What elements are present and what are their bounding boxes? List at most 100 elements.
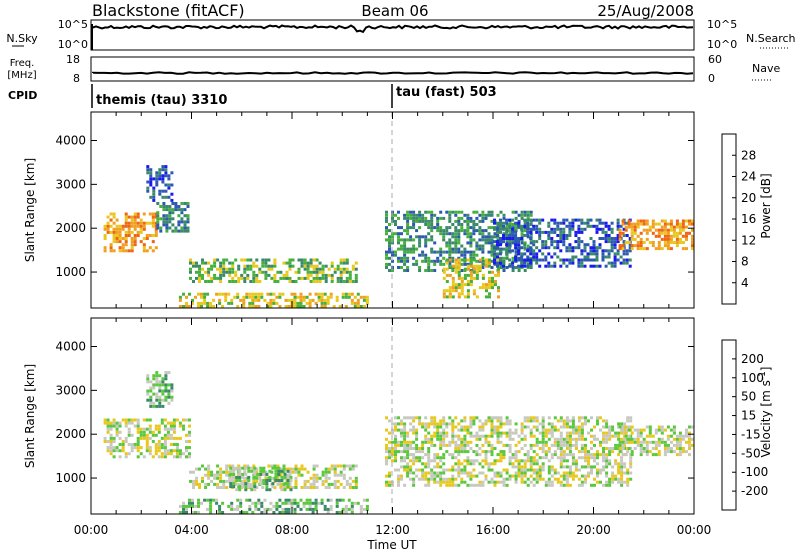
range-cell <box>160 446 164 450</box>
range-cell <box>520 459 524 463</box>
range-cell <box>623 437 627 441</box>
range-cell <box>547 447 551 450</box>
range-cell <box>626 477 630 481</box>
range-cell <box>216 276 220 280</box>
range-cell <box>264 261 268 265</box>
range-cell <box>463 468 467 472</box>
range-cell <box>636 443 640 447</box>
range-cell <box>439 210 443 214</box>
range-cell <box>541 456 545 460</box>
range-cell <box>391 422 394 426</box>
range-cell <box>278 295 282 299</box>
range-cell <box>136 424 140 428</box>
range-cell <box>400 422 403 426</box>
range-cell <box>639 428 643 432</box>
range-cell <box>160 452 164 456</box>
range-cell <box>556 234 560 237</box>
range-cell <box>294 476 298 480</box>
range-cell <box>400 456 403 460</box>
range-cell <box>106 215 110 219</box>
range-cell <box>185 440 188 443</box>
range-cell <box>651 434 655 438</box>
range-cell <box>163 449 167 453</box>
range-cell <box>451 259 455 263</box>
range-cell <box>496 261 499 265</box>
range-cell <box>326 298 330 302</box>
range-cell <box>639 219 643 223</box>
range-cell <box>403 437 407 441</box>
range-cell <box>493 244 497 248</box>
range-cell <box>526 262 530 266</box>
range-cell <box>394 456 397 460</box>
range-cell <box>400 431 403 435</box>
range-cell <box>394 468 397 472</box>
range-cell <box>164 395 168 399</box>
range-cell <box>267 267 271 271</box>
range-cell <box>688 431 691 435</box>
range-cell <box>306 486 310 489</box>
range-cell <box>574 459 578 463</box>
range-cell <box>335 498 339 502</box>
range-cell <box>207 482 211 486</box>
range-cell <box>620 471 624 475</box>
range-cell <box>178 504 182 508</box>
range-cell <box>508 462 512 466</box>
range-cell <box>666 443 670 447</box>
range-cell <box>106 427 110 431</box>
range-cell <box>194 511 197 514</box>
range-cell <box>161 398 165 402</box>
range-cell <box>427 477 431 481</box>
range-cell <box>505 221 509 225</box>
range-cell <box>430 477 434 481</box>
range-cell <box>178 455 182 459</box>
range-cell <box>475 295 479 299</box>
range-cell <box>146 186 150 190</box>
range-cell <box>457 453 461 457</box>
range-cell <box>556 227 560 231</box>
range-cell <box>297 270 301 274</box>
range-cell <box>469 283 473 287</box>
range-cell <box>502 468 506 472</box>
range-cell <box>490 447 494 450</box>
range-cell <box>251 292 255 296</box>
range-cell <box>472 419 476 423</box>
range-cell <box>345 258 349 262</box>
range-cell <box>451 241 455 245</box>
range-cell <box>511 269 515 272</box>
range-cell <box>580 240 584 244</box>
range-cell <box>590 416 593 420</box>
range-cell <box>466 440 470 444</box>
range-cell <box>409 428 413 432</box>
range-cell <box>556 255 560 259</box>
range-cell <box>267 264 271 268</box>
range-cell <box>523 246 527 250</box>
range-cell <box>497 289 500 293</box>
range-cell <box>218 292 222 296</box>
range-cell <box>469 250 473 254</box>
range-cell <box>511 431 515 435</box>
range-cell <box>222 486 226 489</box>
range-cell <box>338 498 342 502</box>
range-cell <box>186 214 190 218</box>
range-cell <box>299 295 303 299</box>
range-cell <box>544 255 548 259</box>
range-cell <box>166 449 170 453</box>
range-cell <box>611 428 615 432</box>
range-cell <box>164 374 168 378</box>
range-cell <box>315 479 319 483</box>
range-cell <box>424 238 428 242</box>
range-cell <box>571 462 575 466</box>
range-cell <box>294 470 298 474</box>
range-cell <box>442 456 446 460</box>
range-cell <box>241 475 245 479</box>
range-cell <box>639 247 643 251</box>
range-cell <box>599 443 602 447</box>
range-cell <box>448 213 452 217</box>
range-cell <box>255 476 259 480</box>
range-cell <box>264 273 268 277</box>
range-cell <box>388 256 391 260</box>
range-cell <box>339 482 343 486</box>
range-cell <box>291 467 295 471</box>
range-cell <box>391 459 394 463</box>
range-cell <box>198 280 201 283</box>
